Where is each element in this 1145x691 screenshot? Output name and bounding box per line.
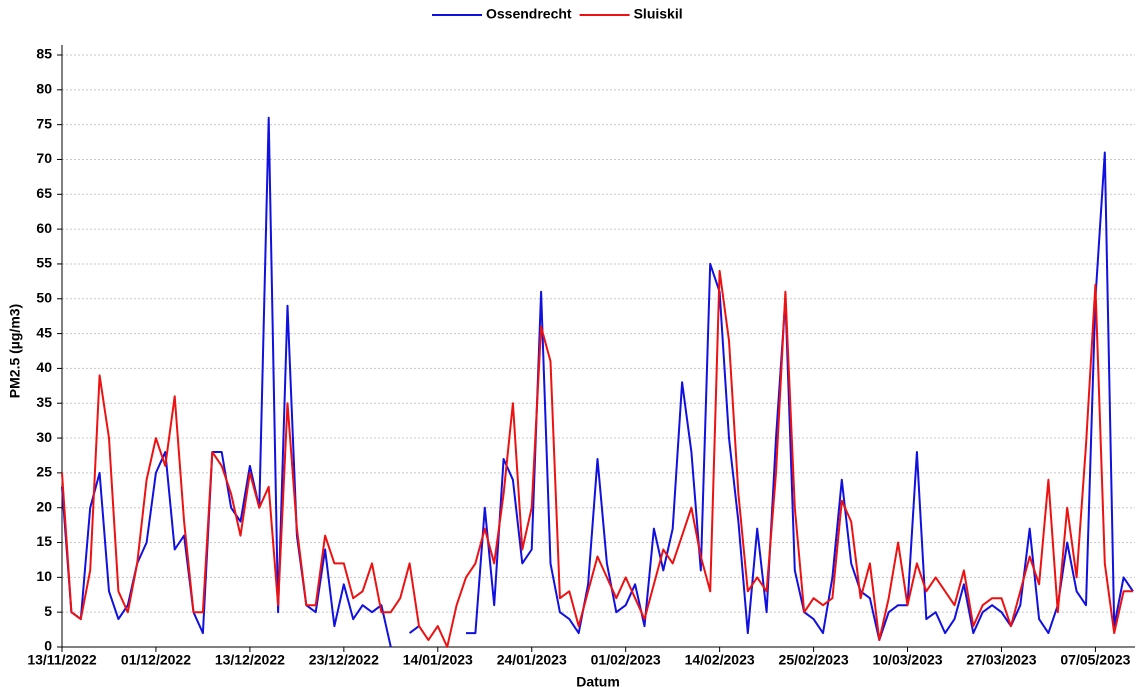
y-tick-label: 85 — [36, 46, 52, 62]
series-line — [409, 625, 420, 634]
x-tick-label: 10/03/2023 — [872, 652, 942, 668]
y-tick-label: 5 — [44, 603, 52, 619]
y-tick-label: 80 — [36, 81, 52, 97]
x-tick-label: 13/12/2022 — [215, 652, 285, 668]
y-tick-label: 40 — [36, 359, 52, 375]
y-tick-label: 0 — [44, 638, 52, 654]
y-tick-label: 35 — [36, 394, 52, 410]
x-tick-label: 14/01/2023 — [403, 652, 473, 668]
legend-label: Ossendrecht — [486, 6, 572, 22]
legend-label: Sluiskil — [634, 6, 683, 22]
x-axis-label: Datum — [576, 674, 620, 690]
x-tick-label: 27/03/2023 — [966, 652, 1036, 668]
x-tick-label: 14/02/2023 — [685, 652, 755, 668]
y-tick-label: 60 — [36, 220, 52, 236]
x-tick-label: 25/02/2023 — [779, 652, 849, 668]
y-tick-label: 20 — [36, 498, 52, 514]
x-tick-label: 13/11/2022 — [27, 652, 97, 668]
series-line — [466, 151, 1134, 641]
y-tick-label: 25 — [36, 464, 52, 480]
series-line — [61, 269, 1133, 648]
y-tick-label: 15 — [36, 533, 52, 549]
y-tick-label: 30 — [36, 429, 52, 445]
y-tick-label: 55 — [36, 255, 52, 271]
x-tick-label: 07/05/2023 — [1060, 652, 1130, 668]
y-tick-label: 75 — [36, 115, 52, 131]
x-tick-label: 01/12/2022 — [121, 652, 191, 668]
y-tick-label: 50 — [36, 289, 52, 305]
y-axis-label: PM2.5 (µg/m3) — [7, 304, 23, 398]
y-tick-label: 10 — [36, 568, 52, 584]
y-tick-label: 65 — [36, 185, 52, 201]
x-tick-label: 01/02/2023 — [591, 652, 661, 668]
x-tick-label: 24/01/2023 — [497, 652, 567, 668]
y-tick-label: 45 — [36, 324, 52, 340]
x-tick-label: 23/12/2022 — [309, 652, 379, 668]
series-line — [61, 116, 392, 648]
y-tick-label: 70 — [36, 150, 52, 166]
